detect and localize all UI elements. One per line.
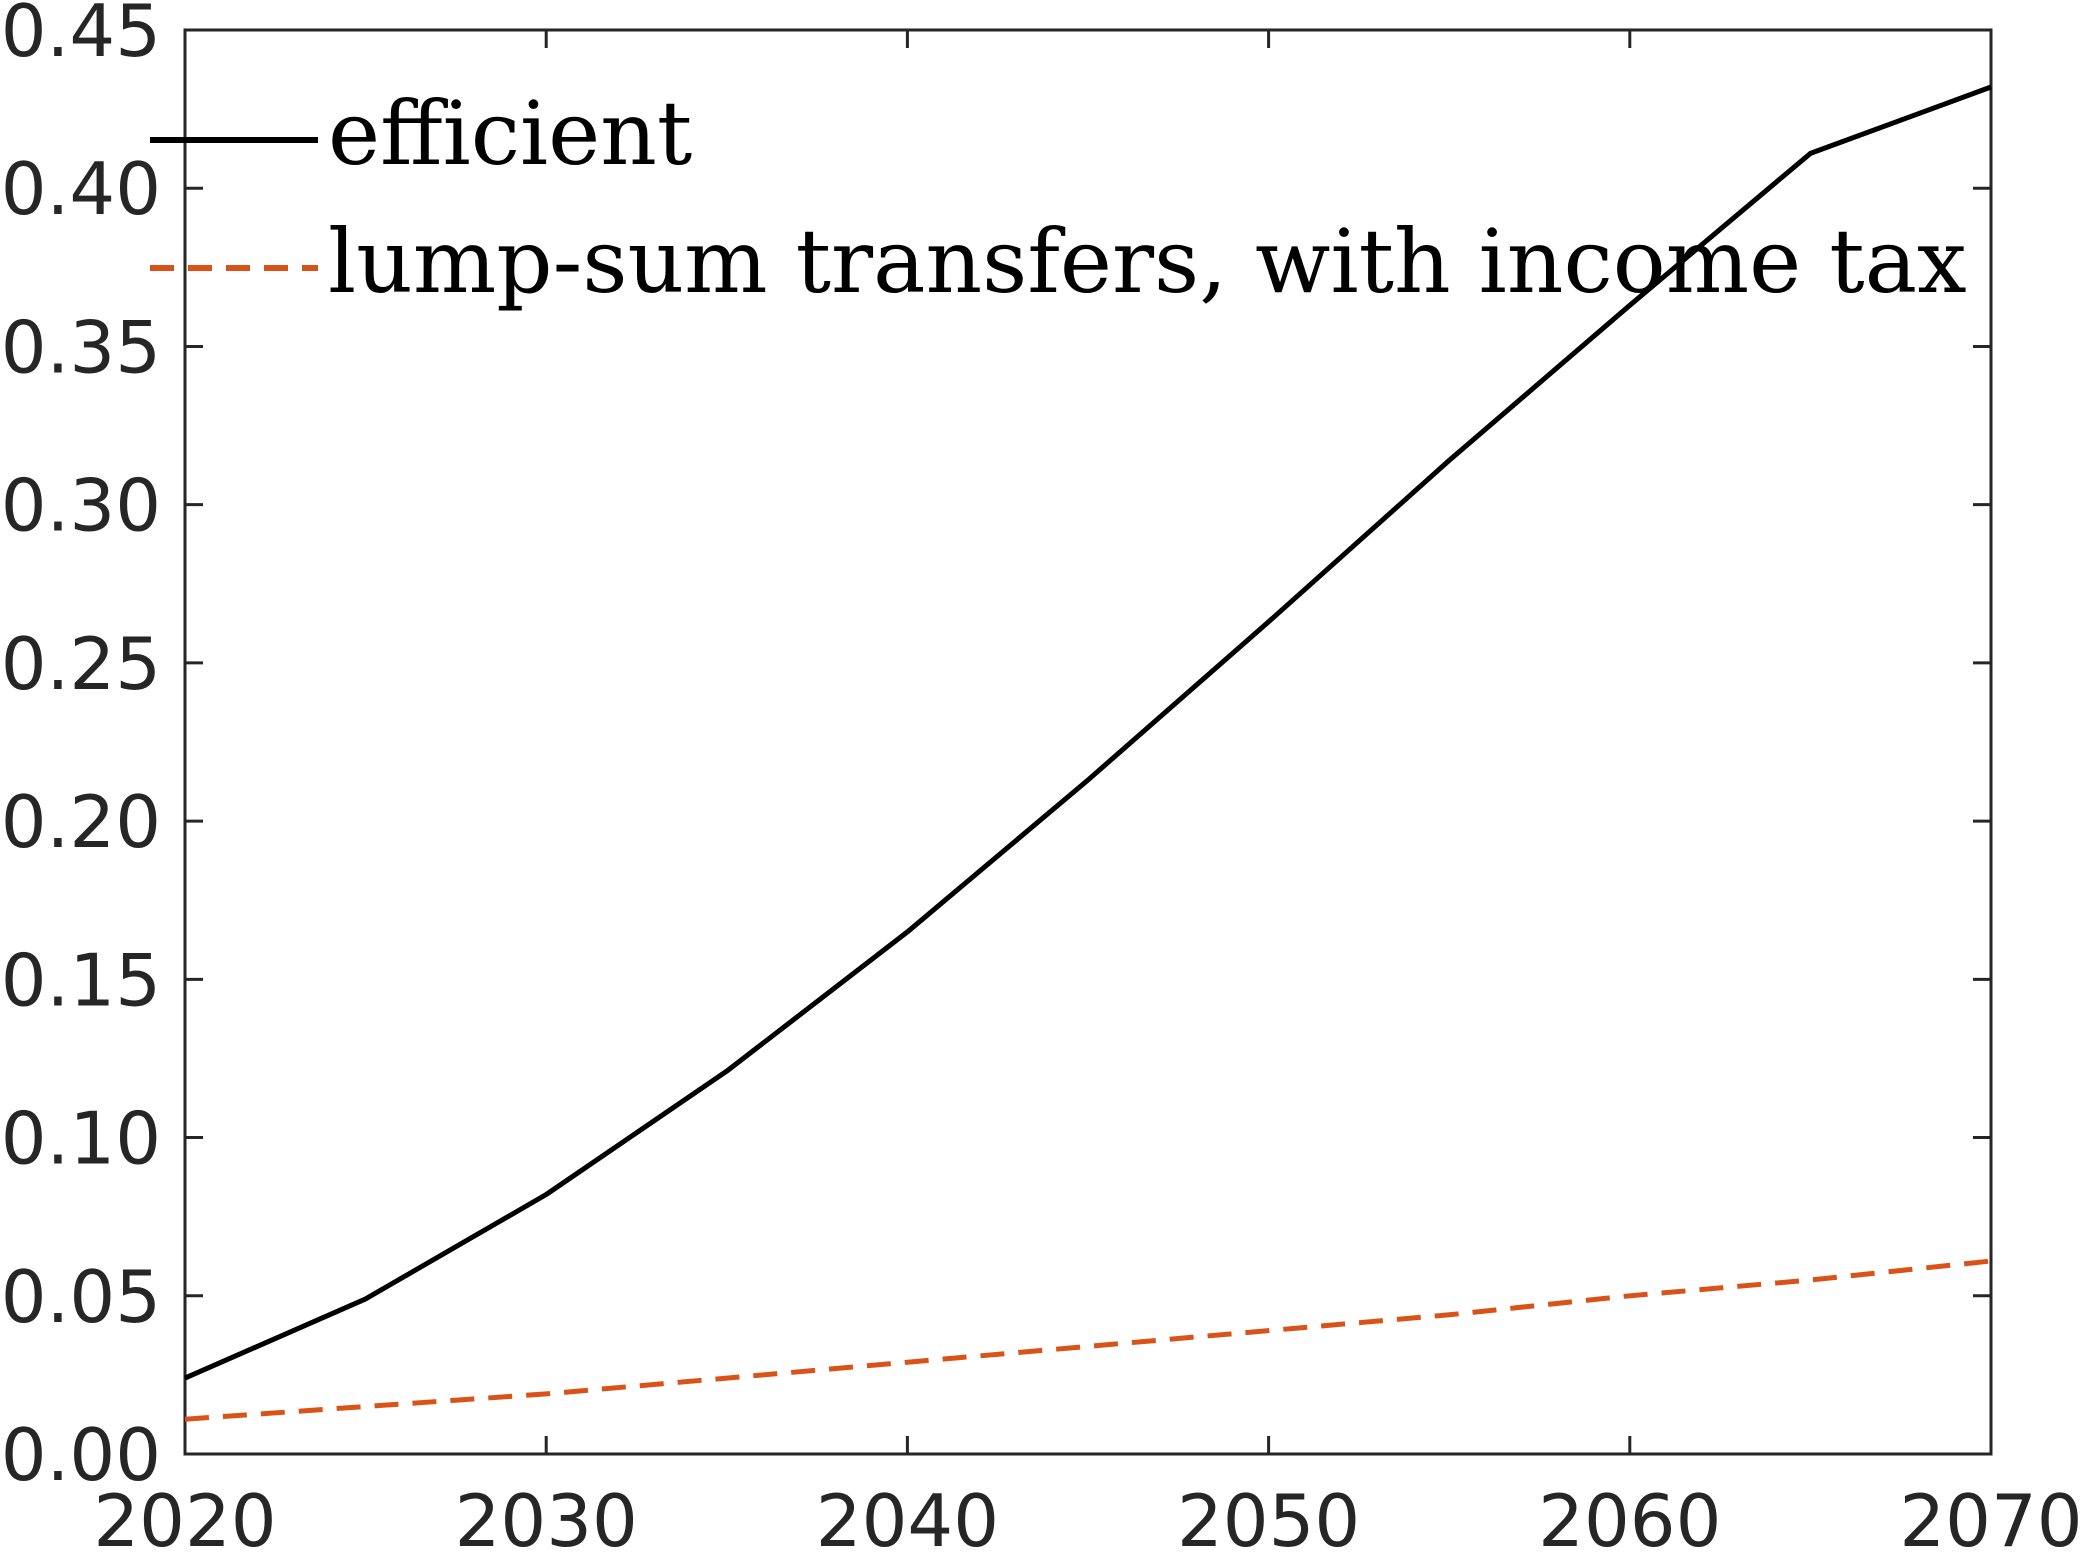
y-tick-label: 0.05 [1, 1255, 161, 1339]
y-axis-tick-labels: 0.00 0.05 0.10 0.15 0.20 0.25 0.30 0.35 0.40 0.45 [1, 0, 161, 1497]
y-tick-label: 0.10 [1, 1097, 161, 1181]
y-tick-label: 0.25 [1, 622, 161, 706]
x-tick-label: 2040 [816, 1479, 999, 1554]
y-tick-label: 0.45 [1, 0, 161, 73]
y-tick-label: 0.35 [1, 305, 161, 389]
plot-area [183, 28, 1993, 1456]
series-layer [183, 84, 1992, 1422]
y-tick-label: 0.20 [1, 780, 161, 864]
axis-ticks [183, 28, 1993, 1456]
legend: efficient lump-sum transfers, with income… [150, 82, 1967, 313]
y-tick-label: 0.40 [1, 147, 161, 231]
legend-label: lump-sum transfers, with income tax [328, 210, 1967, 313]
x-tick-label: 2050 [1177, 1479, 1360, 1554]
y-tick-label: 0.00 [1, 1413, 161, 1497]
x-axis-tick-labels: 2020 2030 2040 2050 2060 2070 [93, 1479, 2082, 1554]
y-tick-label: 0.30 [1, 464, 161, 548]
legend-label: efficient [328, 82, 692, 185]
x-tick-label: 2030 [455, 1479, 638, 1554]
y-tick-label: 0.15 [1, 938, 161, 1022]
x-tick-label: 2070 [1899, 1479, 2082, 1554]
x-tick-label: 2020 [93, 1479, 276, 1554]
x-tick-label: 2060 [1538, 1479, 1721, 1554]
series-line-efficient [183, 84, 1992, 1381]
